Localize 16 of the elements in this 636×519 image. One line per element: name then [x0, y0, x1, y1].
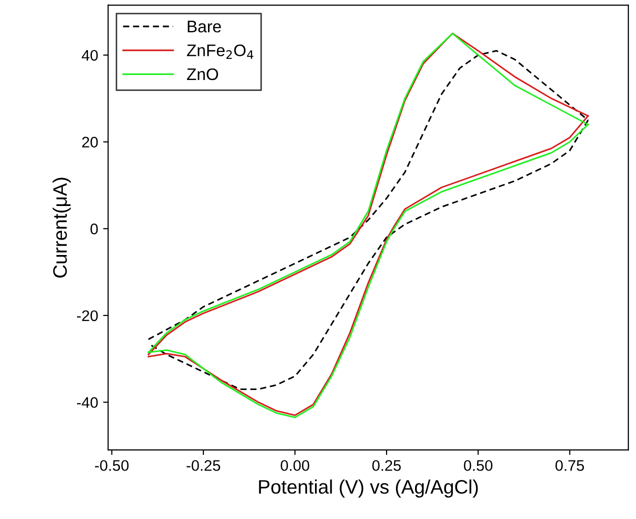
legend-label: ZnFe$_{2}$O$_{4}$	[186, 44, 254, 59]
y-tick-label: 20	[82, 136, 98, 148]
x-tick-label: -0.25	[186, 460, 220, 471]
y-tick-label: 0	[90, 224, 98, 234]
y-tick-label: -40	[76, 397, 98, 408]
x-tick-label: 0.50	[464, 460, 492, 471]
x-tick-label: 0.25	[372, 460, 401, 471]
x-tick-label: -0.50	[95, 460, 129, 471]
y-axis-title: Current(μA)	[52, 178, 71, 278]
legend-label: ZnO	[186, 68, 218, 80]
x-tick-label: 0.75	[555, 460, 584, 471]
y-tick-label: 40	[82, 50, 98, 61]
y-tick-label: -20	[76, 310, 98, 322]
x-axis-title: Potential (V) vs (Ag/AgCl)	[259, 479, 478, 498]
legend-label: Bare	[188, 20, 221, 32]
x-tick-label: 0.00	[280, 460, 310, 471]
